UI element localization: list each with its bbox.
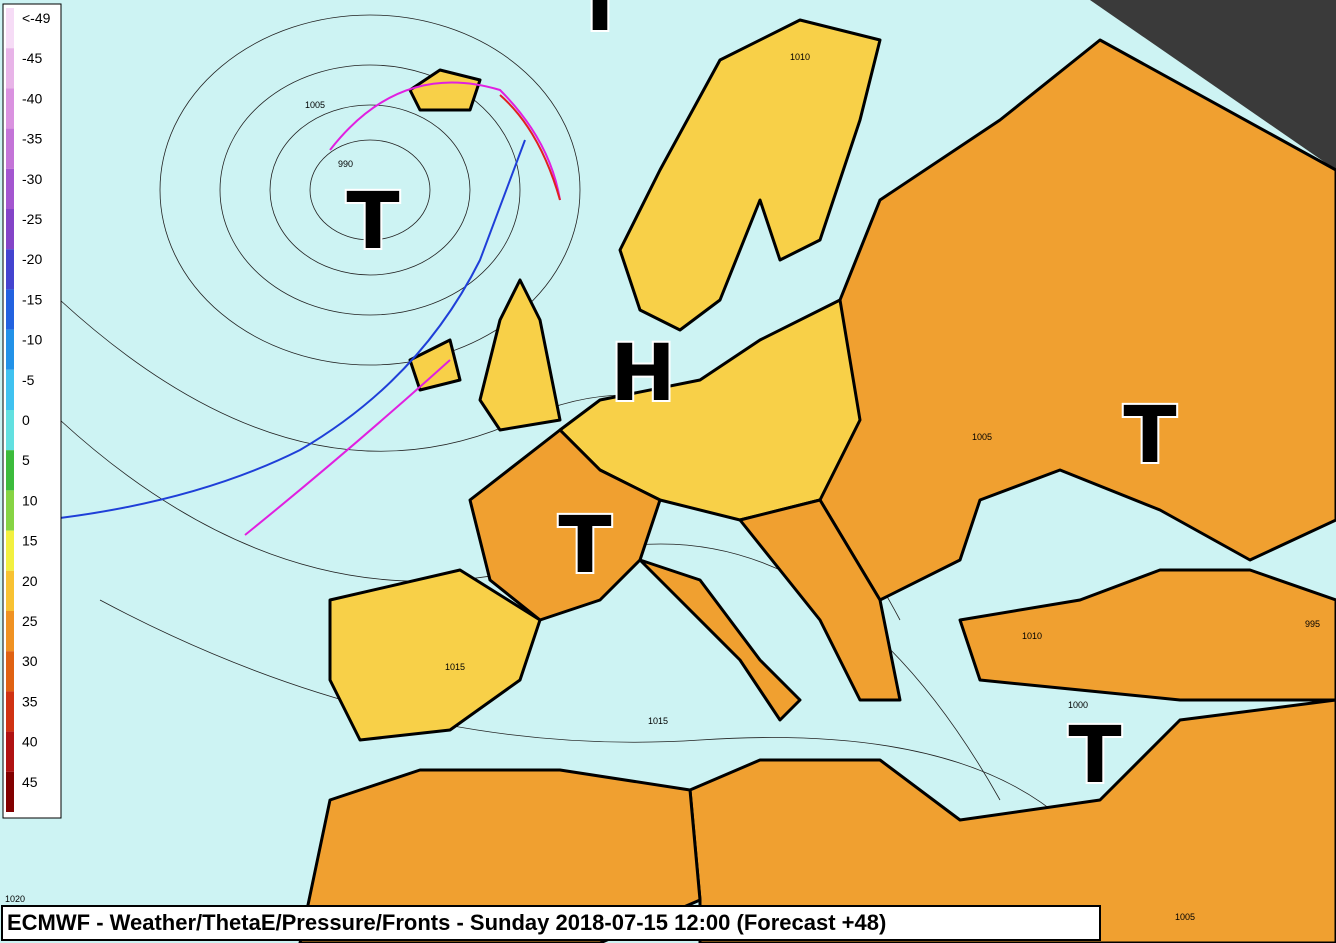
- land: [298, 18, 1336, 943]
- legend-label: -5: [22, 372, 35, 388]
- legend-swatch: [6, 570, 14, 611]
- high-center: H: [610, 329, 675, 419]
- legend-label: <-49: [22, 10, 51, 26]
- legend-label: -35: [22, 131, 42, 147]
- low-center: T: [558, 501, 611, 591]
- legend-label: 25: [22, 613, 38, 629]
- legend-label: -45: [22, 50, 42, 66]
- pressure-centers: T T H T T T: [344, 0, 1178, 803]
- isobar-label: 1020: [5, 894, 25, 904]
- legend-swatch: [6, 530, 14, 571]
- legend-swatch: [6, 249, 14, 290]
- legend-swatch: [6, 450, 14, 491]
- isobar-label: 1000: [1068, 700, 1088, 710]
- legend-label: 40: [22, 734, 38, 750]
- isobar-label: 1010: [1022, 631, 1042, 641]
- legend-label: 30: [22, 653, 38, 669]
- legend: <-49 -45 -40 -35 -30 -25 -20 -15 -10 -5 0 5 10 15 20 25…: [2, 3, 62, 819]
- legend-swatch: [6, 209, 14, 250]
- isobar-label: 1005: [1175, 912, 1195, 922]
- low-center: T: [346, 177, 399, 267]
- legend-label: 10: [22, 492, 38, 508]
- legend-label: -40: [22, 90, 42, 106]
- legend-label: -10: [22, 332, 42, 348]
- low-center: T: [573, 0, 626, 49]
- legend-swatch: [6, 490, 14, 531]
- legend-label: 0: [22, 412, 30, 428]
- legend-swatch: [6, 48, 14, 89]
- legend-swatch: [6, 731, 14, 772]
- legend-label: 45: [22, 774, 38, 790]
- legend-swatch: [6, 289, 14, 330]
- legend-swatch: [6, 369, 14, 410]
- isobar-label: 1015: [648, 716, 668, 726]
- legend-label: -15: [22, 291, 42, 307]
- legend-swatch: [6, 691, 14, 732]
- isobar-label: 1005: [972, 432, 992, 442]
- isobar-label: 1005: [305, 100, 325, 110]
- low-center: T: [1123, 391, 1176, 481]
- isobar-label: 1010: [790, 52, 810, 62]
- isobar-label: 995: [1305, 619, 1320, 629]
- legend-swatch: [6, 329, 14, 370]
- isobar-label: 990: [338, 159, 353, 169]
- isobar-label: 1015: [445, 662, 465, 672]
- legend-label: -25: [22, 211, 42, 227]
- legend-label: 5: [22, 452, 30, 468]
- legend-swatch: [6, 88, 14, 129]
- legend-swatch: [6, 8, 14, 49]
- legend-label: -20: [22, 251, 42, 267]
- legend-label: 15: [22, 533, 38, 549]
- low-center: T: [1068, 711, 1121, 801]
- isobar-labels: 1005 990 1010 1015 1015 1010 1005 1000 9…: [5, 52, 1320, 922]
- legend-swatch: [6, 128, 14, 169]
- footer-box: [1, 905, 1101, 941]
- legend-label: 35: [22, 693, 38, 709]
- legend-swatch: [6, 168, 14, 209]
- legend-swatch: [6, 771, 14, 812]
- legend-swatch: [6, 611, 14, 652]
- legend-label: -30: [22, 171, 42, 187]
- legend-swatch: [6, 410, 14, 451]
- legend-swatch: [6, 651, 14, 692]
- no-data-area: [1090, 0, 1336, 170]
- fronts: [59, 81, 561, 536]
- legend-label: 20: [22, 573, 38, 589]
- footer-title: ECMWF - Weather/ThetaE/Pressure/Fronts -…: [7, 910, 886, 935]
